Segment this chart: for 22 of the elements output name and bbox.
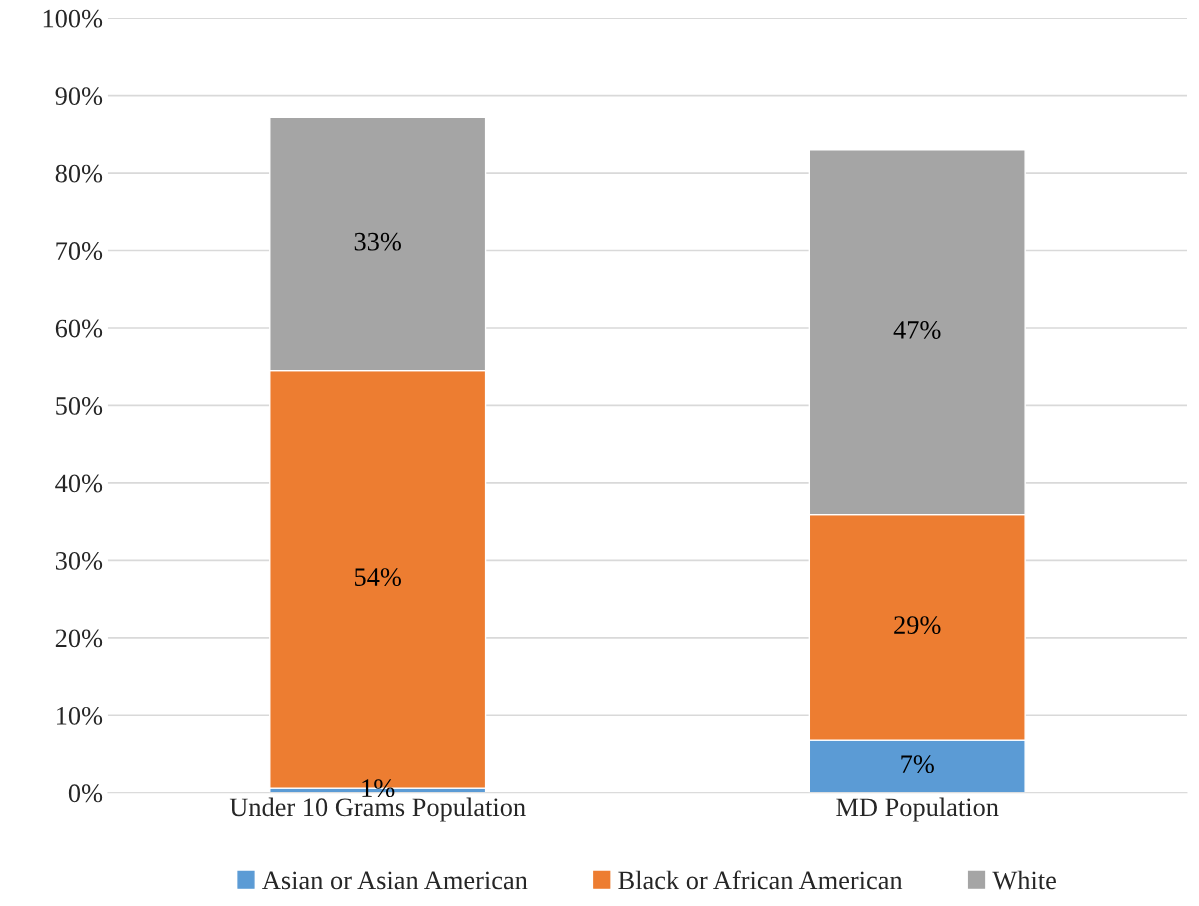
y-tick-label: 10% (57, 706, 103, 725)
data-label: 29% (894, 616, 941, 635)
data-label: 33% (354, 232, 401, 251)
y-tick-label: 40% (55, 474, 103, 493)
x-tick-label: Under 10 Grams Population (229, 797, 526, 822)
y-tick-label: 100% (43, 9, 103, 28)
y-tick-label: 60% (55, 319, 103, 338)
y-tick-label: 70% (56, 242, 103, 261)
y-tick-label: 0% (68, 784, 103, 803)
data-label: 47% (893, 321, 941, 339)
y-tick-label: 20% (55, 629, 103, 648)
x-tick-label: MD Population (836, 797, 999, 822)
y-tick-label: 90% (55, 87, 103, 106)
data-label: 54% (355, 568, 401, 587)
legend-label: Black or African American (618, 870, 903, 890)
legend-label: White (992, 870, 1056, 890)
data-label: 7% (901, 755, 934, 774)
y-tick-label: 50% (56, 397, 103, 415)
data-label: 1% (362, 779, 395, 798)
y-tick-label: 30% (55, 551, 103, 570)
y-tick-label: 80% (55, 164, 103, 183)
legend-label: Asian or Asian American (262, 871, 528, 890)
